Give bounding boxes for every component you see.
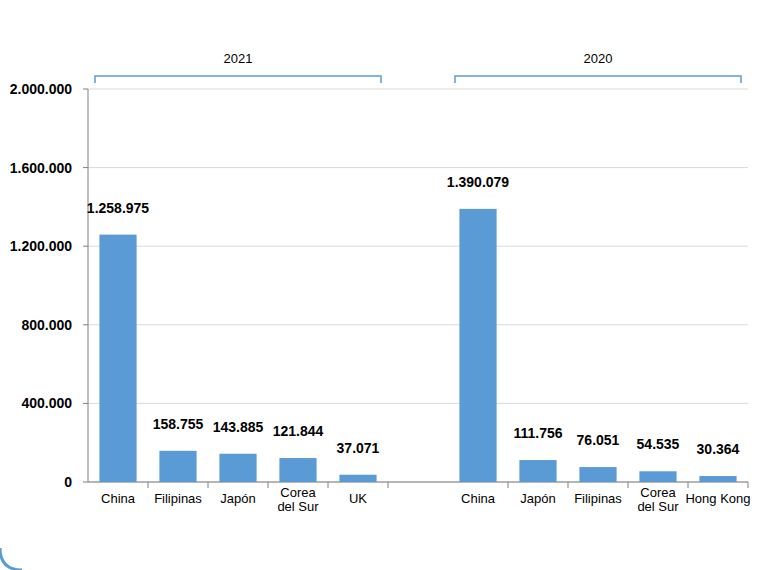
- tick-label: 1.600.000: [10, 160, 72, 176]
- bar: [579, 467, 616, 482]
- group-bracket: [455, 76, 741, 83]
- category-tick: [208, 482, 209, 488]
- category-tick: [568, 482, 569, 488]
- grid-line: [88, 246, 748, 247]
- data-label: 37.071: [337, 440, 380, 456]
- grid-line: [88, 167, 748, 168]
- category-tick: [328, 482, 329, 488]
- category-tick: [268, 482, 269, 488]
- data-label: 158.755: [153, 416, 204, 432]
- bar: [519, 460, 556, 482]
- tick-mark: [83, 167, 88, 168]
- category-label: Filipinas: [154, 491, 202, 506]
- category-label: Hong Kong: [685, 491, 750, 506]
- tick-mark: [83, 403, 88, 404]
- category-tick: [148, 482, 149, 488]
- bar: [279, 458, 316, 482]
- bar: [159, 451, 196, 482]
- category-tick: [388, 482, 389, 488]
- y-axis: [88, 89, 89, 482]
- data-label: 1.258.975: [87, 200, 149, 216]
- data-label: 54.535: [637, 436, 680, 452]
- bar: [639, 471, 676, 482]
- bar: [459, 209, 496, 482]
- category-label: Coreadel Sur: [277, 485, 319, 514]
- data-label: 76.051: [577, 432, 620, 448]
- bars: [99, 209, 736, 482]
- category-tick: [748, 482, 749, 488]
- labels: 1.258.975 China 158.755 Filipinas 143.885 Jap…: [87, 174, 751, 514]
- category-line: del Sur: [277, 499, 319, 514]
- tick-label: 0: [64, 474, 72, 490]
- category-line: Corea: [280, 485, 316, 500]
- category-line: del Sur: [637, 499, 679, 514]
- tick-label: 1.200.000: [10, 238, 72, 254]
- category-label: Coreadel Sur: [637, 485, 679, 514]
- bar: [219, 454, 256, 482]
- category-label: Filipinas: [574, 491, 622, 506]
- tick-label: 800.000: [21, 317, 72, 333]
- category-tick: [508, 482, 509, 488]
- grid-line: [88, 403, 748, 404]
- grid-line: [88, 324, 748, 325]
- tick-label: 400.000: [21, 395, 72, 411]
- category-label: Japón: [520, 491, 555, 506]
- bar: [99, 235, 136, 482]
- group-label: 2020: [584, 51, 613, 66]
- grid-line: [88, 89, 748, 90]
- tick-mark: [83, 246, 88, 247]
- data-label: 121.844: [273, 423, 324, 439]
- tick-label: 2.000.000: [10, 81, 72, 97]
- category-line: Corea: [640, 485, 676, 500]
- data-label: 1.390.079: [447, 174, 509, 190]
- group-label: 2021: [224, 51, 253, 66]
- bar: [339, 475, 376, 482]
- chart: 0 400.000 800.000 1.200.000 1.600.000 2.000.0…: [0, 0, 780, 570]
- category-tick: [688, 482, 689, 488]
- data-label: 111.756: [513, 425, 562, 441]
- tick-mark: [83, 482, 88, 483]
- category-label: China: [461, 491, 496, 506]
- category-label: China: [101, 491, 136, 506]
- frame-corner: [0, 548, 22, 570]
- category-label: UK: [349, 491, 367, 506]
- tick-mark: [83, 324, 88, 325]
- category-tick: [628, 482, 629, 488]
- group-bracket: [95, 76, 381, 83]
- category-label: Japón: [220, 491, 255, 506]
- data-label: 143.885: [213, 419, 264, 435]
- data-label: 30.364: [697, 441, 740, 457]
- bar: [699, 476, 736, 482]
- tick-mark: [83, 89, 88, 90]
